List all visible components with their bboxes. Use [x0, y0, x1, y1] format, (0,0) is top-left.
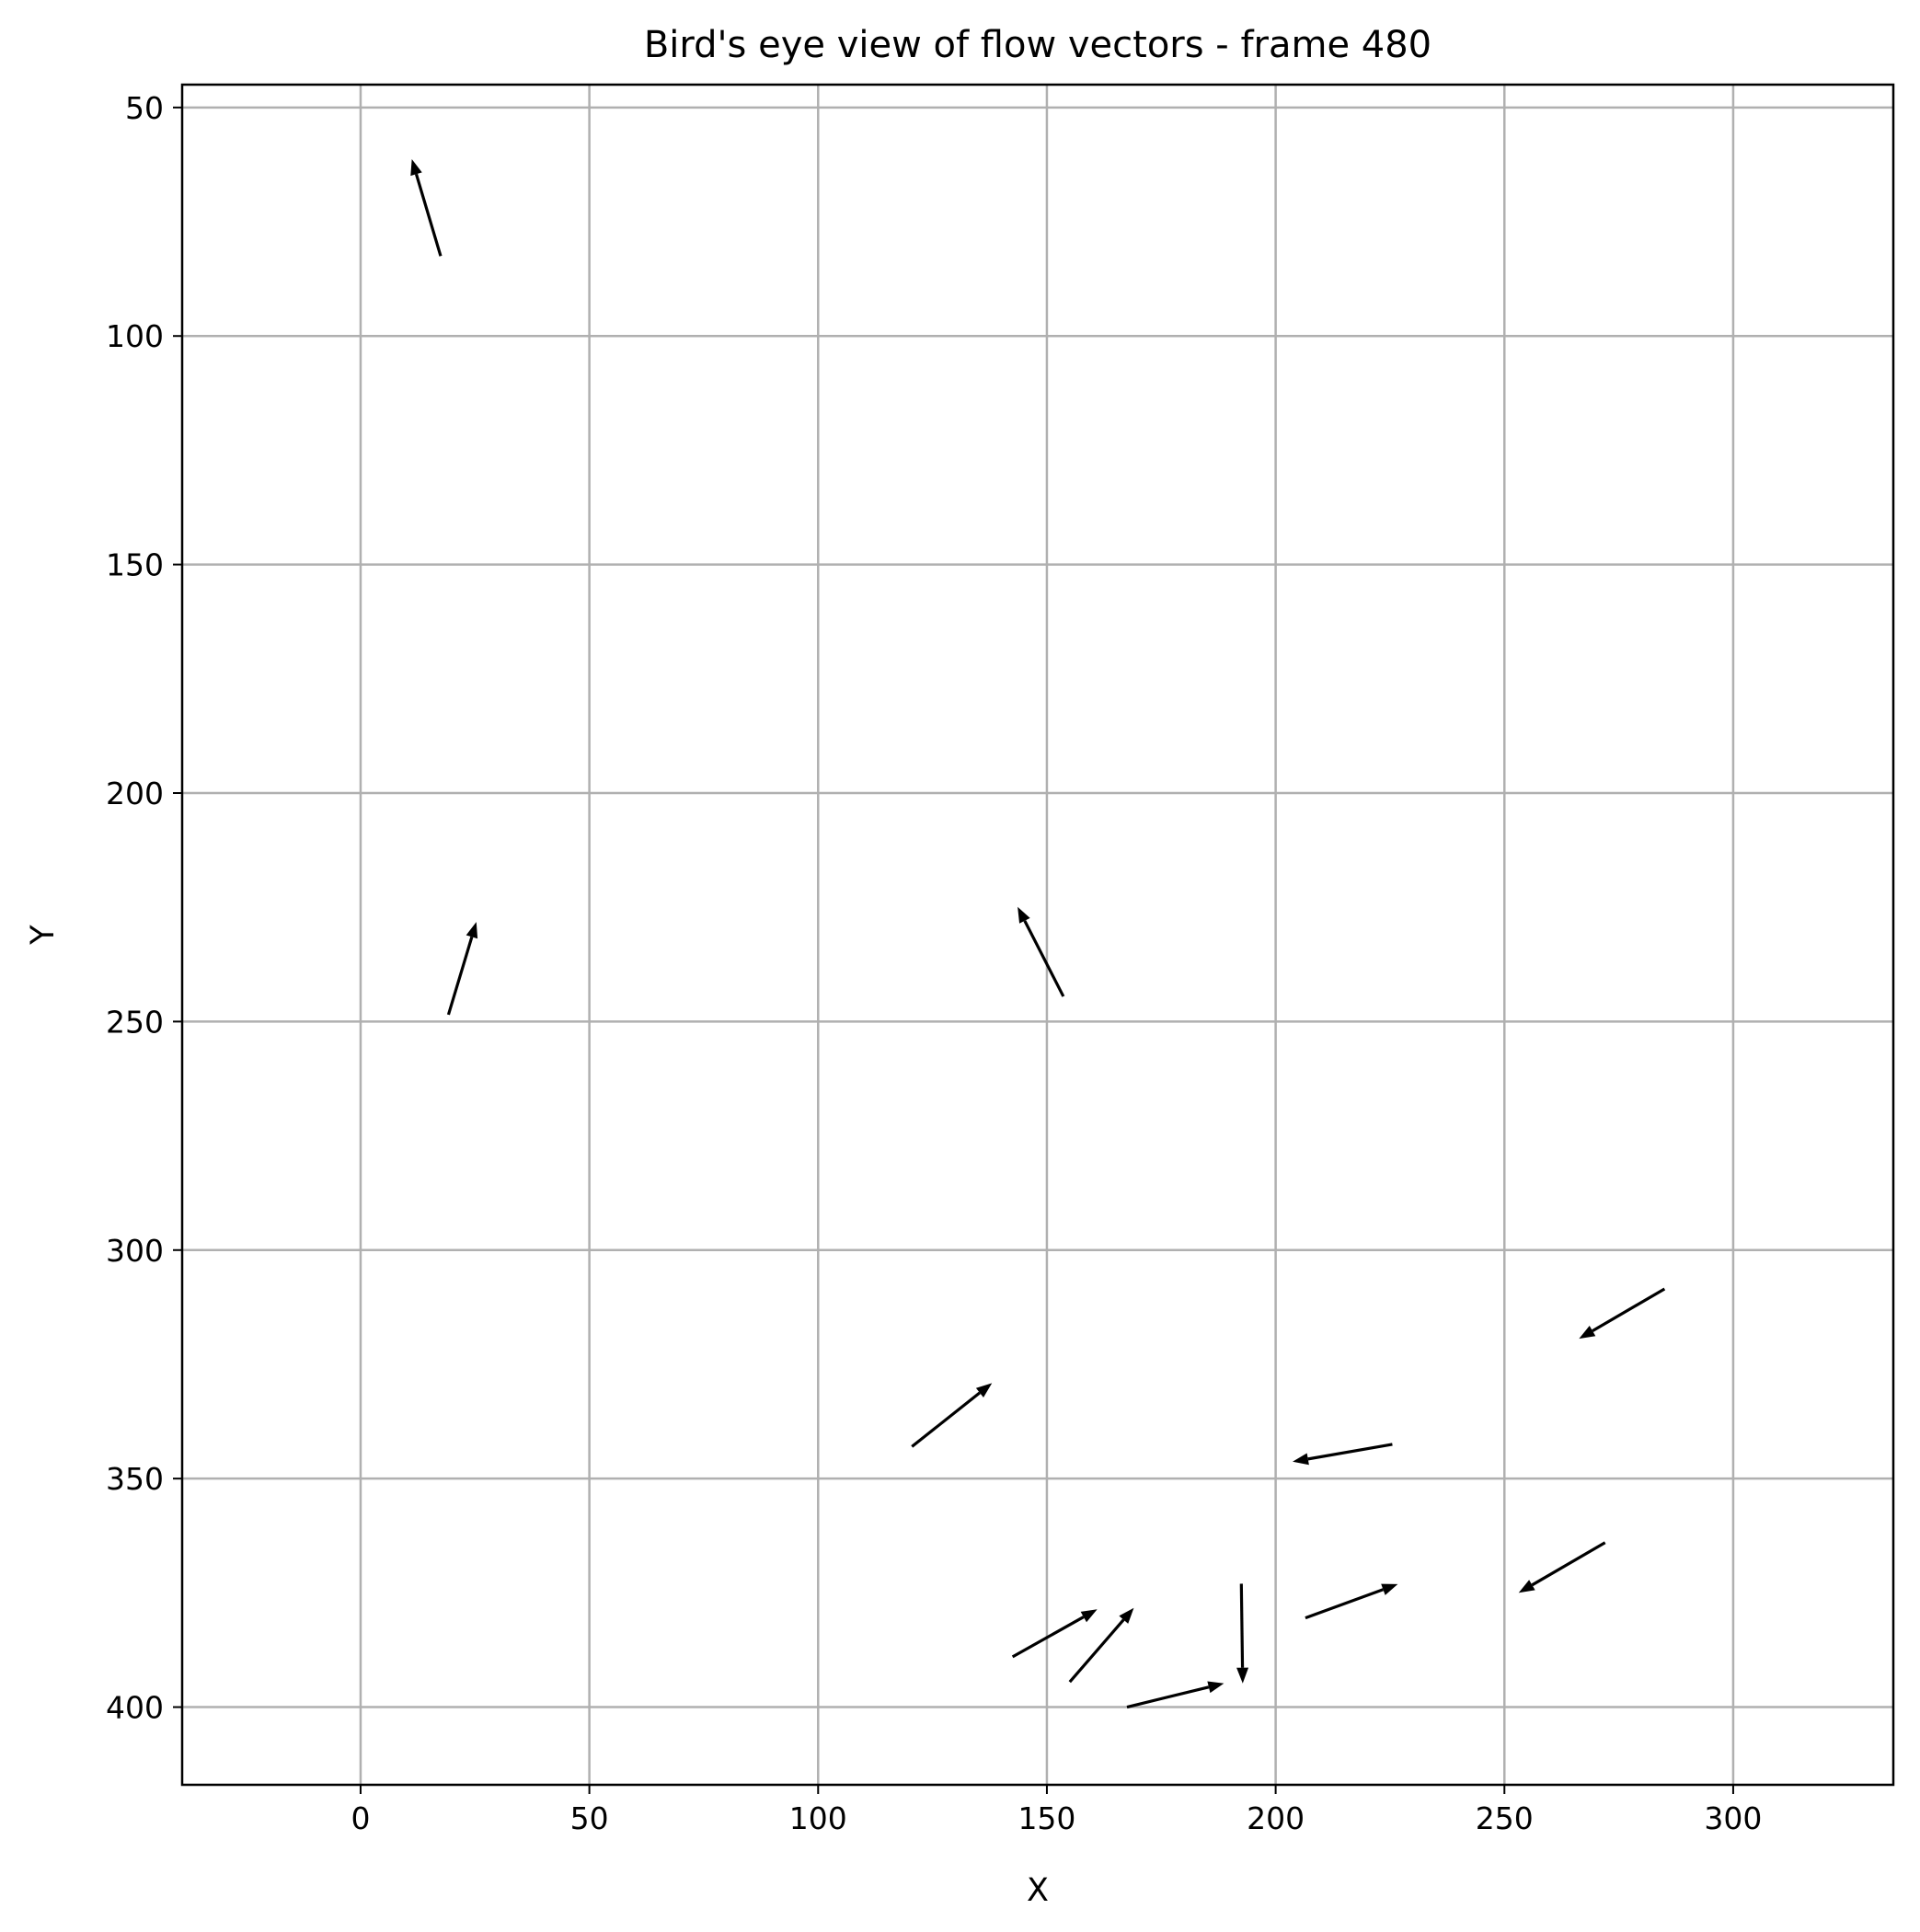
arrow-head — [1579, 1325, 1596, 1340]
x-tick-label: 300 — [1704, 1800, 1762, 1836]
flow-vector-arrow — [1068, 1607, 1134, 1684]
x-tick-label: 250 — [1476, 1800, 1534, 1836]
arrow-shaft — [1531, 1541, 1606, 1587]
y-tick-label: 200 — [106, 776, 164, 811]
arrow-head — [1381, 1583, 1398, 1595]
x-axis-label: X — [1027, 1872, 1049, 1909]
arrow-head — [1207, 1681, 1224, 1694]
flow-vector-arrow — [1236, 1583, 1249, 1684]
x-tick-label: 50 — [570, 1800, 609, 1836]
arrow-head — [1080, 1609, 1098, 1623]
flow-vector-arrow — [1579, 1287, 1666, 1340]
flow-vector-arrow — [446, 922, 478, 1016]
arrow-head — [1017, 906, 1030, 924]
y-tick-label: 50 — [125, 90, 164, 126]
chart-title: Bird's eye view of flow vectors - frame … — [644, 24, 1431, 66]
arrow-shaft — [1239, 1583, 1245, 1668]
arrow-shaft — [1592, 1287, 1666, 1332]
arrow-head — [466, 922, 478, 939]
arrow-shaft — [1011, 1616, 1085, 1659]
arrow-head — [1119, 1607, 1134, 1624]
flow-vectors — [410, 158, 1666, 1709]
arrow-shaft — [911, 1391, 981, 1448]
y-tick-label: 100 — [106, 318, 164, 354]
x-tick-label: 100 — [789, 1800, 847, 1836]
grid — [182, 85, 1893, 1785]
arrow-shaft — [414, 173, 443, 257]
y-tick-label: 400 — [106, 1690, 164, 1726]
flow-vector-arrow — [410, 158, 443, 257]
y-tick-label: 300 — [106, 1233, 164, 1269]
plot-frame — [180, 83, 1895, 1787]
flow-vector-arrow — [911, 1383, 993, 1448]
flow-vector-arrow — [1126, 1681, 1224, 1709]
flow-vector-arrow — [1518, 1541, 1606, 1593]
arrow-head — [1518, 1580, 1535, 1593]
arrow-shaft — [1307, 1443, 1393, 1461]
arrow-shaft — [1023, 920, 1065, 997]
arrow-head — [975, 1383, 993, 1397]
arrow-shaft — [1126, 1685, 1210, 1709]
y-tick-label: 150 — [106, 547, 164, 583]
x-tick-label: 0 — [351, 1800, 370, 1836]
arrow-shaft — [446, 936, 474, 1016]
flow-vector-arrow — [1017, 906, 1065, 997]
flow-vector-arrow — [1305, 1583, 1398, 1620]
y-tick-label: 250 — [106, 1004, 164, 1040]
flow-vector-arrow — [1293, 1443, 1393, 1466]
axis-ticks: 0 50 100 150 200 250 300 50 100 150 200 250 300 350 40… — [106, 90, 1762, 1836]
x-tick-label: 200 — [1247, 1800, 1305, 1836]
flow-vector-arrow — [1011, 1609, 1098, 1659]
y-tick-label: 350 — [106, 1461, 164, 1497]
arrow-head — [1236, 1667, 1249, 1684]
arrow-head — [1293, 1453, 1309, 1466]
arrow-shaft — [1305, 1588, 1384, 1620]
arrow-head — [410, 158, 422, 177]
y-axis-label: Y — [25, 925, 62, 946]
x-tick-label: 150 — [1017, 1800, 1075, 1836]
arrow-shaft — [1068, 1618, 1125, 1684]
